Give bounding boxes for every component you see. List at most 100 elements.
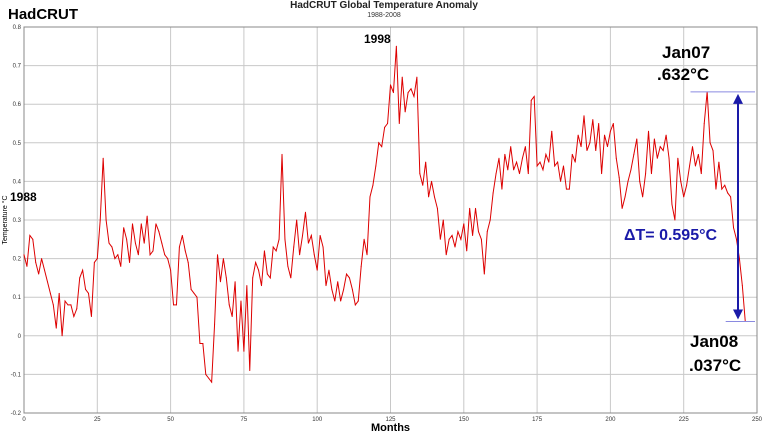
data-point	[234, 281, 236, 283]
data-point	[102, 157, 104, 159]
data-point	[606, 146, 608, 148]
data-point	[601, 173, 603, 175]
data-point	[225, 277, 227, 279]
data-point	[325, 285, 327, 287]
data-point	[114, 258, 116, 260]
x-tick-label: 150	[459, 417, 470, 423]
data-point	[642, 196, 644, 198]
data-point	[609, 130, 611, 132]
data-point	[694, 165, 696, 167]
annotation-1998: 1998	[364, 32, 391, 46]
data-point	[718, 161, 720, 163]
plot-frame	[23, 26, 758, 414]
data-point	[202, 343, 204, 345]
data-point	[639, 180, 641, 182]
data-point	[334, 300, 336, 302]
data-point	[586, 150, 588, 152]
data-point	[433, 196, 435, 198]
data-point	[507, 169, 509, 171]
annotation-jan07-label: Jan07	[662, 43, 710, 62]
y-tick-label: 0.1	[13, 295, 22, 301]
data-point	[650, 173, 652, 175]
chart-subtitle: 1988-2008	[367, 12, 401, 19]
x-tick-label: 100	[312, 417, 323, 423]
data-point	[93, 261, 95, 263]
data-point	[712, 150, 714, 152]
data-point	[175, 304, 177, 306]
chart-title: HadCRUT Global Temperature Anomaly	[290, 0, 478, 11]
data-point	[214, 323, 216, 325]
data-point	[469, 207, 471, 209]
data-point	[454, 246, 456, 248]
data-point	[348, 277, 350, 279]
data-point	[733, 227, 735, 229]
data-point	[498, 157, 500, 159]
data-point	[381, 146, 383, 148]
data-point	[390, 84, 391, 86]
data-point	[697, 153, 699, 155]
data-point	[299, 254, 301, 256]
x-tick-label: 250	[752, 417, 763, 423]
data-point	[88, 292, 90, 294]
data-point	[357, 300, 359, 302]
data-point	[372, 184, 374, 186]
x-tick-label: 50	[167, 417, 174, 423]
data-point	[492, 192, 494, 194]
data-point	[633, 153, 635, 155]
data-point	[79, 277, 81, 279]
data-point	[548, 161, 550, 163]
data-point	[703, 123, 705, 124]
data-point	[475, 207, 477, 209]
data-point	[296, 219, 298, 221]
data-point	[76, 308, 78, 310]
data-point	[316, 269, 318, 271]
data-point	[219, 281, 221, 283]
data-point	[387, 123, 389, 124]
data-point	[439, 238, 441, 240]
data-point	[108, 242, 110, 244]
data-point	[565, 188, 567, 190]
data-point	[287, 265, 289, 267]
data-point	[187, 261, 189, 263]
data-point	[96, 258, 98, 260]
annotation-jan07-value: .632°C	[657, 65, 709, 84]
data-point	[577, 134, 579, 136]
data-point	[284, 238, 286, 240]
data-point	[23, 254, 25, 256]
x-tick-label: 0	[22, 417, 26, 423]
data-point	[513, 169, 515, 171]
data-point	[217, 254, 219, 256]
data-point	[73, 316, 75, 317]
data-point	[416, 76, 418, 78]
data-point	[451, 234, 453, 236]
data-point	[407, 92, 409, 94]
data-point	[413, 95, 415, 97]
annotation-delta: ΔT= 0.595°C	[624, 227, 718, 244]
data-point	[143, 242, 145, 244]
data-point	[105, 219, 107, 221]
data-point	[727, 192, 729, 194]
data-point	[700, 173, 702, 175]
data-point	[659, 146, 661, 148]
data-point	[630, 169, 632, 171]
data-point	[313, 254, 315, 256]
data-point	[322, 246, 324, 248]
data-point	[281, 153, 283, 155]
data-point	[735, 238, 737, 240]
data-point	[545, 153, 547, 155]
data-point	[398, 123, 400, 124]
data-point	[445, 254, 447, 256]
data-point	[208, 377, 210, 379]
y-tick-label: -0.1	[11, 372, 22, 378]
data-point	[730, 196, 732, 198]
data-point	[307, 242, 309, 244]
data-point	[366, 254, 368, 256]
data-point	[510, 146, 512, 148]
data-point	[686, 184, 688, 186]
data-point	[61, 335, 63, 337]
annotation-jan08-label: Jan08	[690, 332, 738, 351]
data-point	[67, 304, 69, 306]
data-point	[477, 231, 479, 233]
x-tick-label: 25	[94, 417, 101, 423]
y-tick-label: 0.4	[13, 179, 22, 185]
